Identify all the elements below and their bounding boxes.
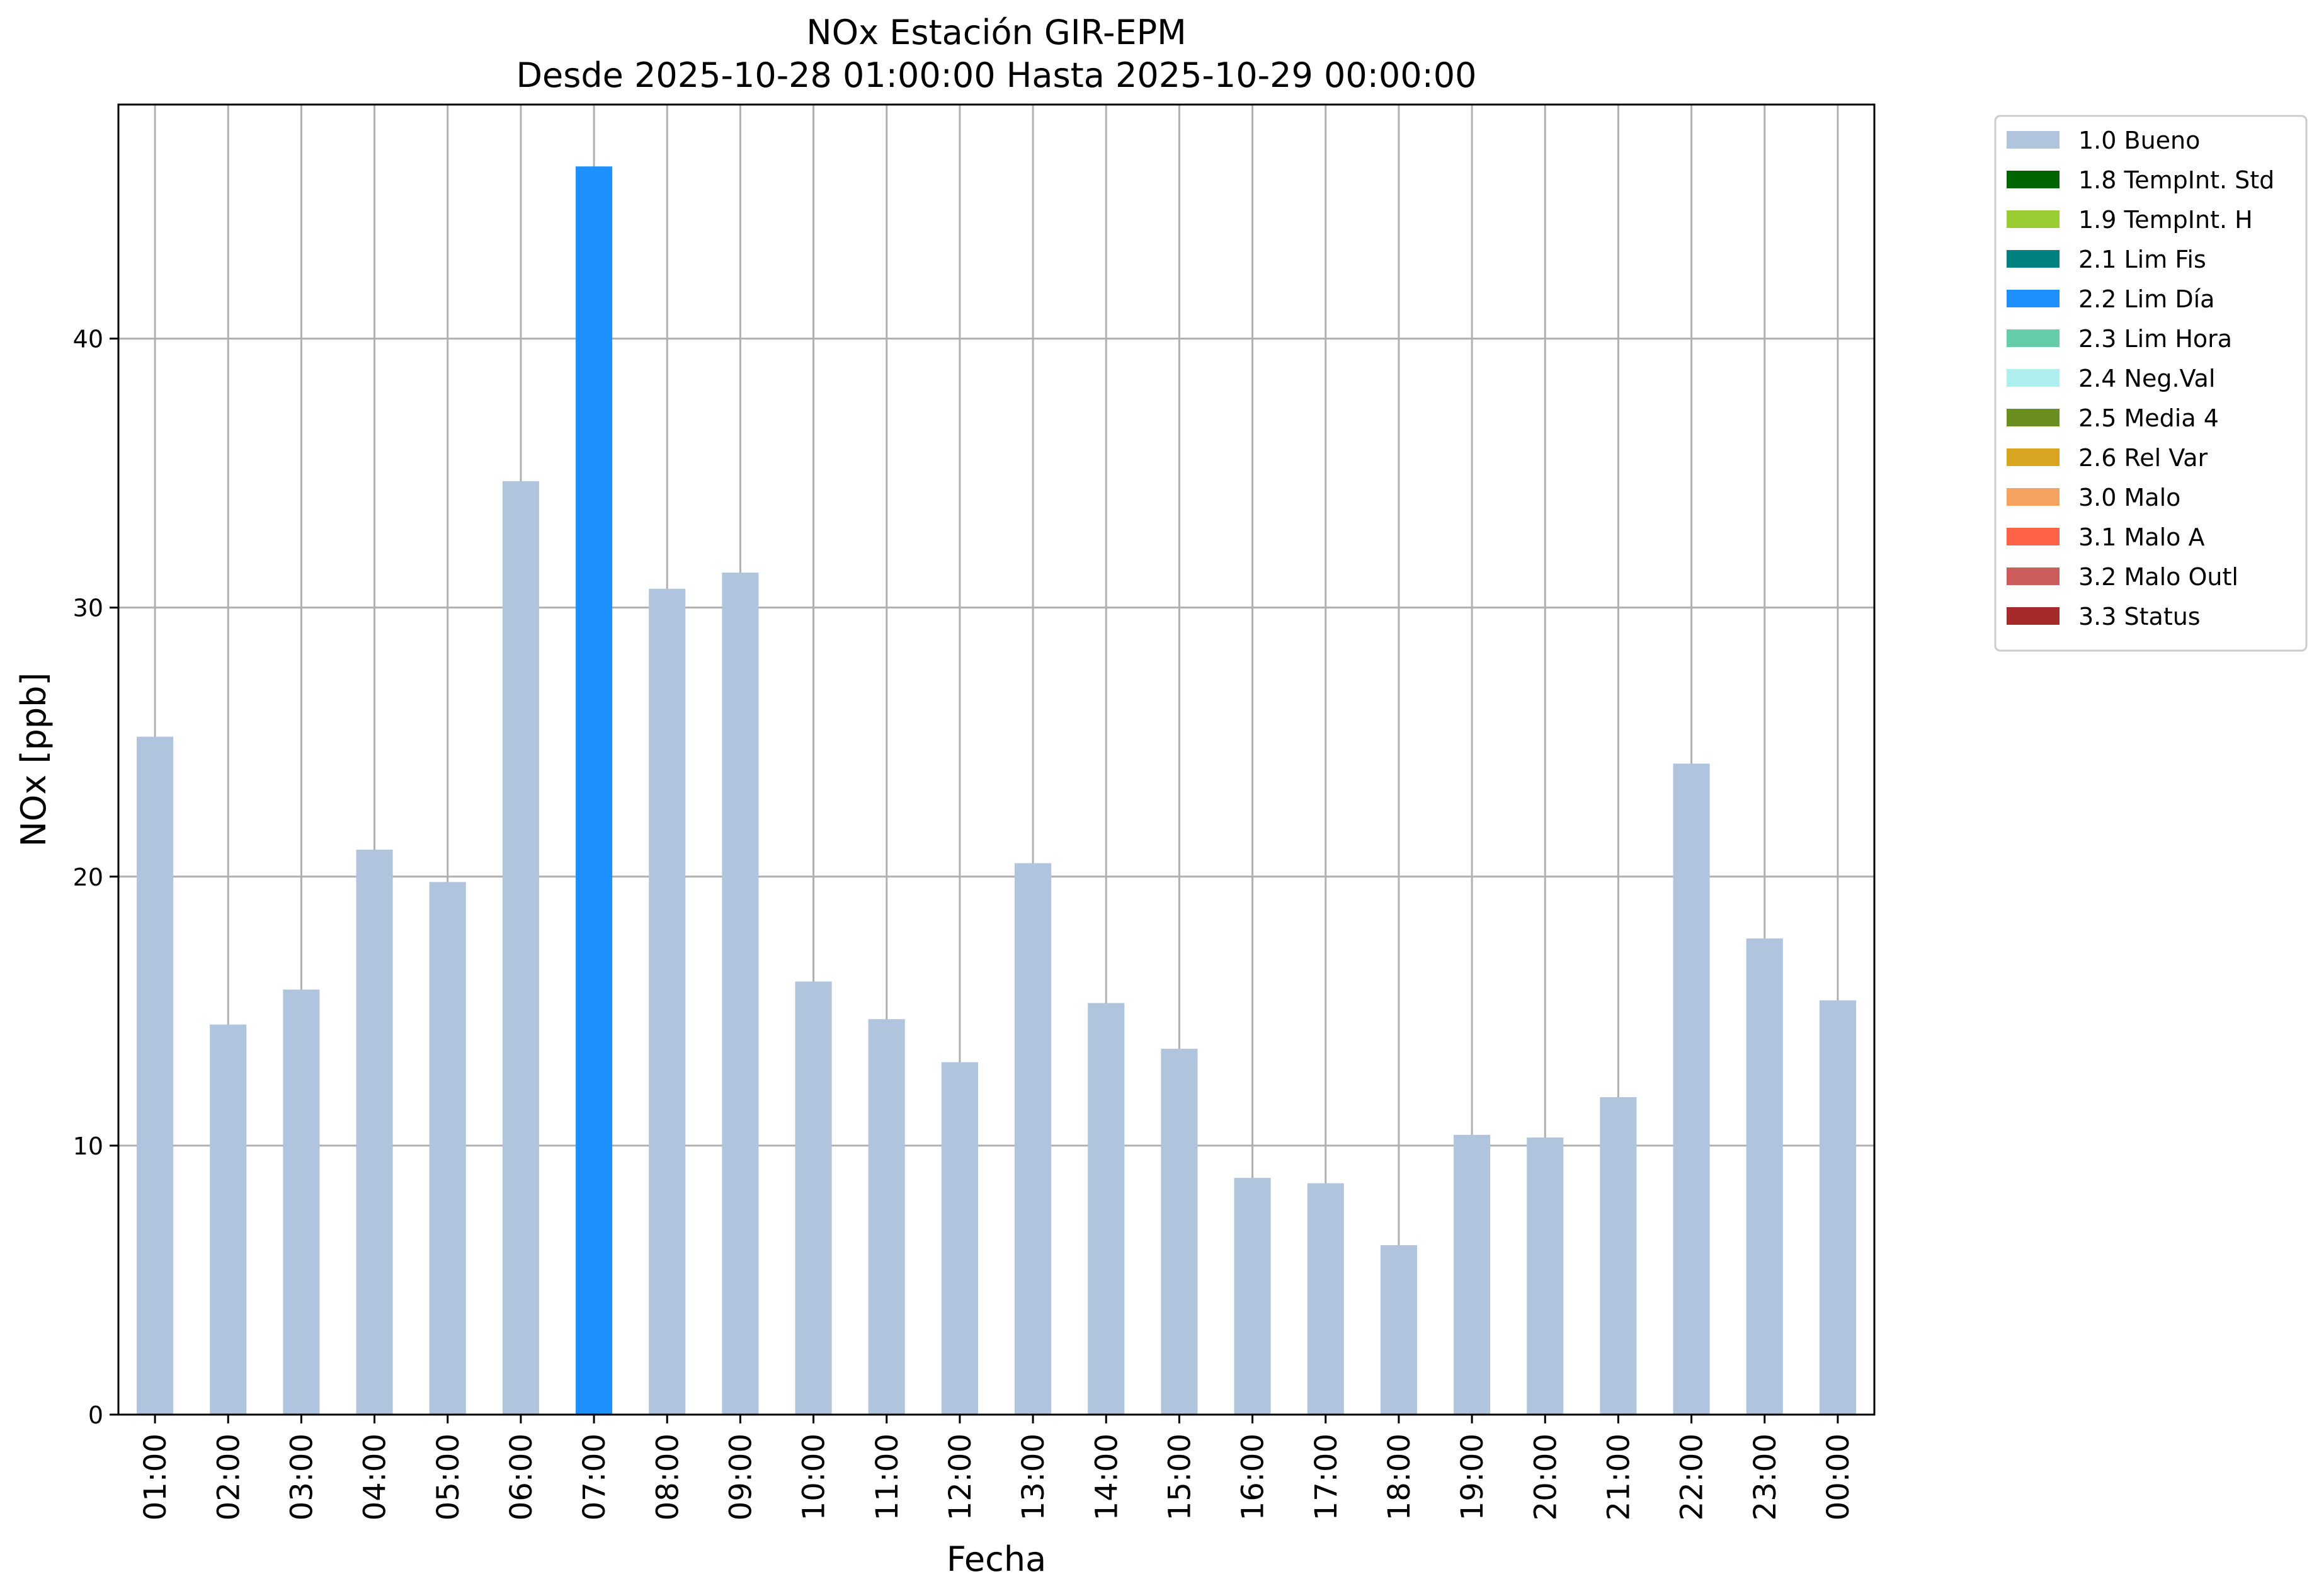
x-tick-label: 18:00 [1382, 1434, 1417, 1520]
legend-label: 2.4 Neg.Val [2078, 365, 2215, 392]
x-tick-label: 10:00 [797, 1434, 832, 1520]
bar-0000 [1819, 1000, 1856, 1415]
legend-label: 2.6 Rel Var [2078, 444, 2208, 472]
bar-1000 [795, 981, 832, 1415]
legend-swatch [2007, 567, 2060, 585]
bar-0100 [137, 736, 174, 1415]
bar-0600 [502, 481, 539, 1415]
x-tick-label: 06:00 [504, 1434, 539, 1520]
bar-1600 [1234, 1178, 1271, 1415]
bar-2000 [1527, 1137, 1564, 1415]
x-tick-label: 20:00 [1528, 1434, 1563, 1520]
legend-swatch [2007, 448, 2060, 466]
legend-swatch [2007, 329, 2060, 347]
bar-0300 [283, 989, 320, 1415]
bars [137, 166, 1856, 1415]
x-tick-label: 04:00 [358, 1434, 393, 1520]
x-tick-label: 01:00 [138, 1434, 173, 1520]
bar-1200 [941, 1062, 978, 1415]
y-tick-label: 0 [88, 1401, 103, 1429]
legend-swatch [2007, 528, 2060, 545]
x-tick-label: 08:00 [650, 1434, 685, 1520]
bar-1900 [1454, 1134, 1491, 1415]
legend-label: 2.1 Lim Fis [2078, 246, 2206, 273]
bar-0500 [429, 882, 466, 1415]
legend-label: 1.8 TempInt. Std [2078, 166, 2274, 194]
bar-1700 [1307, 1183, 1344, 1415]
legend-swatch [2007, 607, 2060, 625]
x-tick-label: 22:00 [1675, 1434, 1710, 1520]
x-tick-label: 03:00 [284, 1434, 319, 1520]
plot-frame [117, 103, 1876, 1416]
legend: 1.0 Bueno 1.8 TempInt. Std 1.9 TempInt. H 2… [1994, 115, 2308, 652]
legend-swatch [2007, 250, 2060, 268]
legend-swatch [2007, 171, 2060, 188]
x-tick-label: 09:00 [723, 1434, 758, 1520]
x-axis-label: Fecha [947, 1539, 1046, 1579]
x-tick-label: 07:00 [577, 1434, 612, 1520]
legend-swatch [2007, 210, 2060, 228]
legend-label: 1.9 TempInt. H [2078, 206, 2253, 234]
chart-subtitle: Desde 2025-10-28 01:00:00 Hasta 2025-10-… [516, 55, 1476, 95]
legend-label: 2.3 Lim Hora [2078, 325, 2232, 353]
bar-2300 [1746, 938, 1783, 1415]
legend-label: 3.0 Malo [2078, 484, 2180, 511]
legend-swatch [2007, 369, 2060, 387]
x-tick-label: 16:00 [1236, 1434, 1271, 1520]
bar-1400 [1088, 1003, 1125, 1415]
bar-0200 [210, 1024, 247, 1415]
legend-swatch [2007, 409, 2060, 426]
legend-swatch [2007, 131, 2060, 149]
x-tick-label: 14:00 [1089, 1434, 1124, 1520]
bar-1500 [1161, 1049, 1198, 1415]
legend-label: 3.2 Malo Outl [2078, 563, 2238, 591]
x-tick-label: 12:00 [943, 1434, 978, 1520]
x-tick-label: 00:00 [1821, 1434, 1856, 1520]
x-tick-label: 05:00 [431, 1434, 466, 1520]
bar-0800 [649, 588, 686, 1415]
legend-swatch [2007, 290, 2060, 307]
axes: 0 10 20 30 40 01:00 02:00 03:00 04:00 05:00 06:00 0… [73, 326, 1856, 1521]
y-tick-label: 10 [73, 1132, 103, 1160]
y-tick-label: 20 [73, 864, 103, 891]
x-tick-label: 21:00 [1601, 1434, 1636, 1520]
legend-box [1994, 115, 2308, 652]
legend-label: 3.3 Status [2078, 603, 2201, 630]
bar-1100 [868, 1019, 905, 1415]
y-tick-label: 40 [73, 326, 103, 353]
x-tick-label: 13:00 [1016, 1434, 1051, 1520]
bar-2100 [1600, 1097, 1637, 1415]
x-tick-label: 17:00 [1309, 1434, 1344, 1520]
chart-title: NOx Estación GIR-EPM [806, 13, 1187, 52]
legend-swatch [2007, 488, 2060, 506]
legend-label: 3.1 Malo A [2078, 523, 2204, 551]
bar-1800 [1380, 1245, 1417, 1415]
y-axis-label: NOx [ppb] [14, 673, 54, 847]
bar-2200 [1673, 763, 1710, 1415]
x-tick-label: 11:00 [870, 1434, 905, 1520]
x-tick-label: 23:00 [1748, 1434, 1783, 1520]
bar-0700 [576, 166, 613, 1415]
x-tick-label: 15:00 [1162, 1434, 1197, 1520]
y-tick-label: 30 [73, 595, 103, 622]
legend-label: 1.0 Bueno [2078, 127, 2200, 154]
x-tick-label: 02:00 [211, 1434, 246, 1520]
bar-0900 [722, 573, 759, 1415]
bar-1300 [1015, 863, 1052, 1415]
legend-label: 2.2 Lim Día [2078, 285, 2214, 313]
x-tick-label: 19:00 [1455, 1434, 1490, 1520]
legend-label: 2.5 Media 4 [2078, 404, 2219, 432]
bar-0400 [356, 850, 393, 1415]
